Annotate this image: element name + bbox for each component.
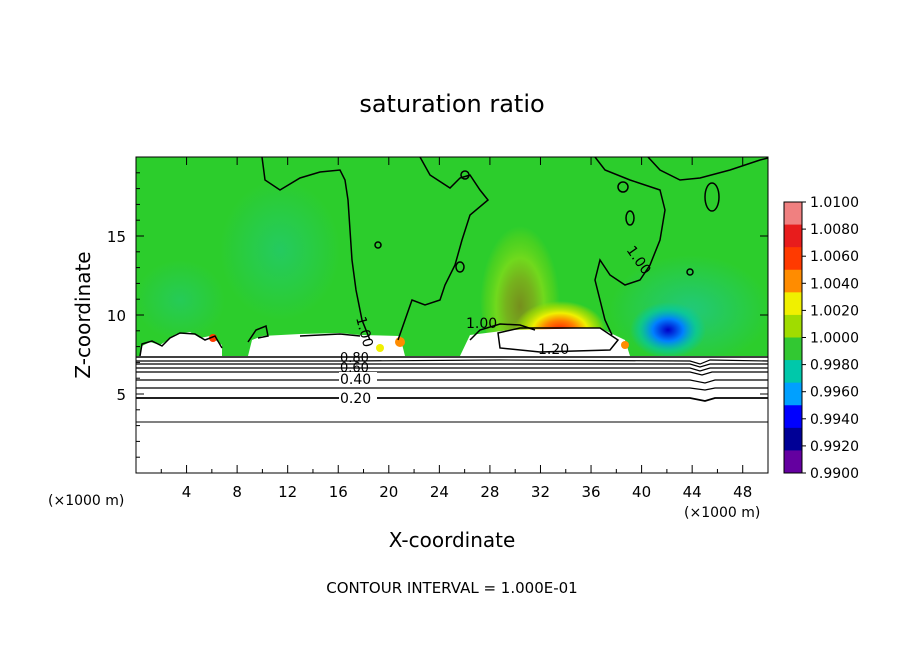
colorbar-label: 1.0020	[810, 303, 859, 319]
colorbar-swatch	[784, 202, 802, 226]
colorbar-swatch	[784, 337, 802, 361]
colorbar-swatch	[784, 269, 802, 293]
contour-label-1-00: 1.00	[466, 316, 497, 332]
y-tick-label: 10	[107, 307, 126, 325]
x-tick-label: 32	[531, 483, 550, 501]
y-tick-label: 15	[107, 228, 126, 246]
colorbar-label: 0.9920	[810, 439, 859, 455]
contour-bands	[136, 356, 768, 423]
colorbar-label: 1.0100	[810, 195, 859, 211]
teal-patch	[220, 180, 340, 320]
contour-labels: 0.20 0.40 0.60 0.80 1.00 1.00 1.00 1.20	[339, 243, 654, 407]
colorbar-label: 0.9900	[810, 466, 859, 482]
x-tick-label: 44	[683, 483, 702, 501]
speck	[621, 341, 629, 349]
blue-region	[630, 302, 706, 358]
colorbar-swatch	[784, 292, 802, 316]
y-axis-label: Z-coordinate	[71, 251, 95, 378]
y-axis: 5 10 15	[107, 172, 768, 458]
x-tick-label: 48	[733, 483, 752, 501]
subsaturated-region	[136, 356, 768, 473]
contour-1-00	[139, 157, 768, 357]
colorbar-label: 0.9940	[810, 412, 859, 428]
colorbar-label: 1.0080	[810, 222, 859, 238]
plot-field	[136, 157, 768, 473]
x-tick-label: 24	[430, 483, 449, 501]
label-bg	[339, 390, 377, 405]
colorbar-label: 0.9980	[810, 358, 859, 374]
speck	[376, 344, 384, 352]
x-tick-label: 12	[278, 483, 297, 501]
x-tick-label: 40	[632, 483, 651, 501]
contour-1-20	[497, 327, 620, 353]
x-tick-label: 8	[232, 483, 242, 501]
contour-label-0-80: 0.80	[340, 351, 369, 366]
colorbar-swatch	[784, 247, 802, 271]
colorbar-label: 1.0000	[810, 331, 859, 347]
x-tick-label: 16	[329, 483, 348, 501]
label-bg	[339, 372, 377, 386]
x-tick-label: 36	[581, 483, 600, 501]
colorbar-label: 1.0060	[810, 249, 859, 265]
chart-title: saturation ratio	[359, 90, 544, 118]
colorbar-label: 0.9960	[810, 385, 859, 401]
x-unit-left: (×1000 m)	[48, 493, 124, 509]
contour-label-1-20: 1.20	[538, 342, 569, 358]
colorbar-swatch	[784, 405, 802, 429]
white-bump	[248, 333, 405, 356]
x-tick-label: 20	[379, 483, 398, 501]
colorbar-swatch	[784, 382, 802, 406]
teal-patch	[136, 260, 225, 340]
colorbar: 1.0100 1.0080 1.0060 1.0040 1.0020 1.0000 0.99…	[783, 195, 859, 482]
speck	[395, 337, 405, 347]
x-axis-label: X-coordinate	[389, 528, 516, 552]
colorbar-swatch	[784, 314, 802, 338]
x-tick-label: 28	[480, 483, 499, 501]
contour-label-1-00: 1.00	[352, 315, 376, 349]
contour-interval-note: CONTOUR INTERVAL = 1.000E-01	[326, 579, 577, 597]
colorbar-swatch	[784, 450, 802, 474]
colorbar-swatch	[784, 224, 802, 248]
colorbar-swatch	[784, 360, 802, 384]
colorbar-label: 1.0040	[810, 276, 859, 292]
y-tick-label: 5	[116, 386, 126, 404]
contour-label-0-20: 0.20	[340, 391, 371, 407]
contour-label-0-40: 0.40	[340, 372, 371, 388]
colorbar-swatch	[784, 427, 802, 451]
contour-label-0-60: 0.60	[340, 361, 369, 376]
x-tick-label: 4	[182, 483, 192, 501]
x-axis: 4 8 12 16 20 24 28 32 36 40 44 48	[160, 157, 752, 501]
x-unit-right: (×1000 m)	[684, 505, 760, 521]
